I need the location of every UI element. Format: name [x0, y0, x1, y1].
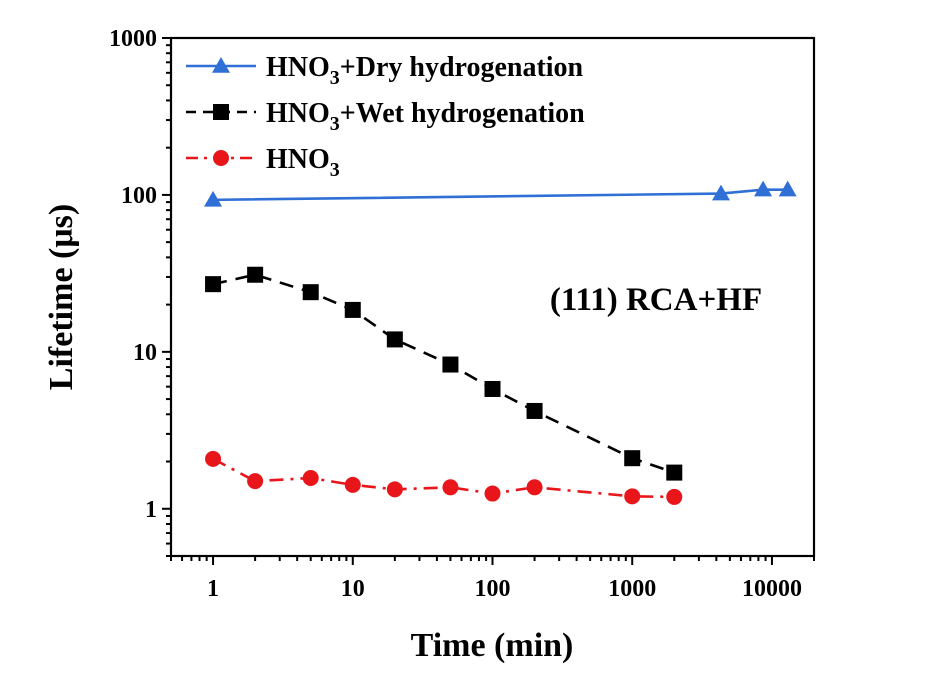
series-line — [212, 457, 675, 499]
data-point — [778, 180, 797, 197]
data-point — [247, 473, 264, 490]
y-tick-label: 1 — [145, 497, 157, 523]
legend-item: HNO3 — [186, 144, 340, 181]
data-point — [484, 380, 501, 397]
legend-item: HNO3+Dry hydrogenation — [186, 52, 584, 89]
data-point — [754, 180, 773, 197]
x-tick-label: 1 — [207, 576, 219, 602]
data-point — [624, 488, 641, 505]
legend-marker — [213, 150, 229, 166]
legend-label: HNO3+Dry hydrogenation — [266, 52, 584, 89]
x-axis: 1 10 100 1000 10000 — [170, 556, 815, 602]
data-point — [344, 301, 361, 318]
legend-item: HNO3+Wet hydrogenation — [186, 98, 585, 135]
data-point — [712, 184, 731, 201]
legend-label: HNO3 — [266, 144, 340, 181]
data-point — [442, 479, 459, 496]
data-point — [442, 356, 459, 373]
data-point — [344, 476, 361, 493]
data-point — [526, 402, 543, 419]
legend-marker — [212, 57, 230, 73]
data-point — [484, 485, 501, 502]
chart-annotation: (111) RCA+HF — [550, 282, 762, 318]
series-line — [213, 188, 788, 202]
data-point — [666, 488, 683, 505]
y-axis-title: Lifetime (μs) — [43, 204, 80, 390]
data-point — [666, 464, 683, 481]
series-square — [205, 266, 683, 481]
series-layer — [204, 180, 797, 505]
legend-marker — [213, 104, 229, 120]
data-point — [386, 481, 403, 498]
data-point — [302, 470, 319, 487]
x-tick-label: 10000 — [742, 576, 802, 602]
data-point — [302, 284, 319, 301]
legend-label: HNO3+Wet hydrogenation — [266, 98, 585, 135]
x-tick-label: 1000 — [608, 576, 656, 602]
data-point — [204, 190, 223, 207]
series-triangle — [204, 180, 797, 207]
data-point — [526, 479, 543, 496]
x-tick-label: 10 — [341, 576, 365, 602]
y-axis: 1 10 100 1000 — [109, 26, 171, 557]
data-point — [247, 266, 264, 283]
series-line — [212, 273, 675, 474]
data-point — [624, 450, 641, 467]
data-point — [205, 276, 222, 293]
data-point — [386, 331, 403, 348]
y-tick-label: 100 — [121, 183, 157, 209]
x-tick-label: 100 — [475, 576, 511, 602]
data-point — [205, 450, 222, 467]
series-circle — [205, 450, 683, 505]
y-tick-label: 10 — [133, 340, 157, 366]
x-axis-title: Time (min) — [411, 627, 574, 664]
legend: HNO3+Dry hydrogenation HNO3+Wet hydrogena… — [186, 52, 585, 181]
y-tick-label: 1000 — [109, 26, 157, 52]
